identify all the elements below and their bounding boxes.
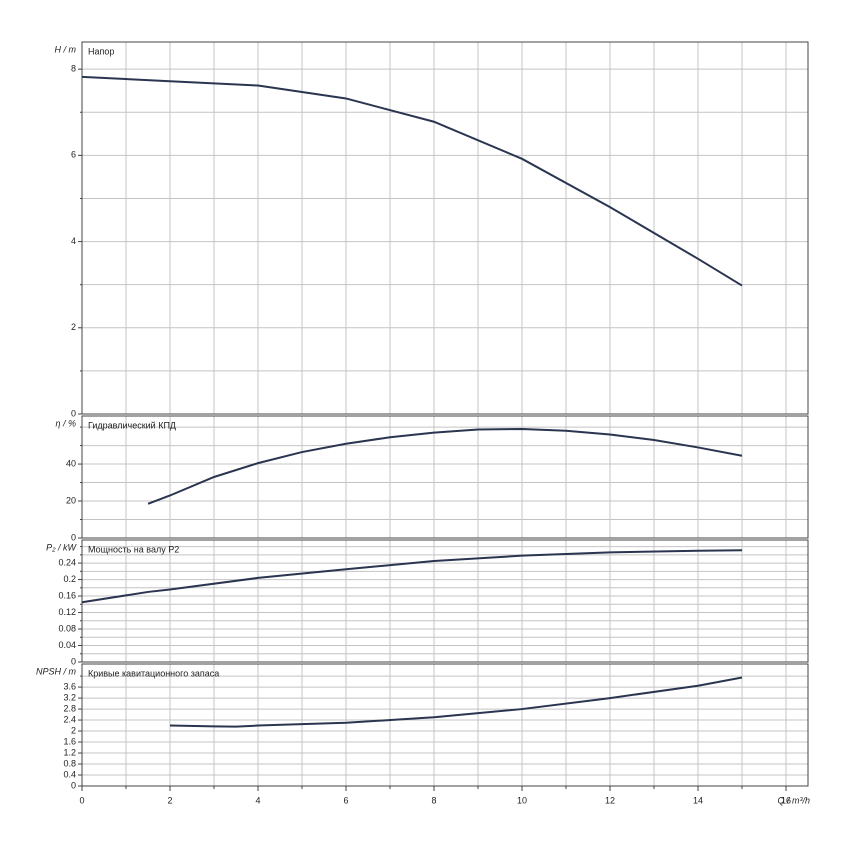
- panel-title: Напор: [88, 46, 114, 56]
- y-tick-label: 0.04: [58, 640, 76, 650]
- y-axis-label: NPSH / m: [36, 666, 77, 676]
- curve: [81, 549, 743, 604]
- y-tick-label: 2.8: [63, 703, 76, 713]
- y-tick-label: 2: [71, 725, 76, 735]
- y-tick-label: 0: [71, 408, 76, 418]
- x-tick-label: 0: [79, 795, 84, 805]
- panel-frame: [81, 539, 809, 663]
- x-tick-label: 8: [431, 795, 436, 805]
- y-tick-label: 2.4: [63, 714, 76, 724]
- x-tick-label: 16: [781, 795, 791, 805]
- y-tick-label: 4: [71, 236, 76, 246]
- y-tick-label: 1.6: [63, 736, 76, 746]
- y-tick-label: 2: [71, 322, 76, 332]
- curve: [169, 676, 743, 728]
- y-tick-label: 0: [71, 532, 76, 542]
- y-axis-label: η / %: [55, 418, 76, 428]
- y-tick-label: 0.8: [63, 758, 76, 768]
- panel-title: Мощность на валу P2: [88, 544, 179, 554]
- x-tick-label: 2: [167, 795, 172, 805]
- y-axis-label: H / m: [55, 44, 77, 54]
- y-tick-label: 40: [66, 458, 76, 468]
- y-tick-label: 0.16: [58, 590, 76, 600]
- x-tick-label: 6: [343, 795, 348, 805]
- panel-frame: [81, 663, 809, 787]
- curve: [81, 75, 743, 287]
- panel-frame: [81, 415, 809, 539]
- y-tick-label: 20: [66, 495, 76, 505]
- panel-frame: [81, 41, 809, 415]
- x-tick-label: 4: [255, 795, 260, 805]
- x-tick-label: 14: [693, 795, 703, 805]
- y-tick-label: 8: [71, 64, 76, 74]
- y-tick-label: 3.2: [63, 692, 76, 702]
- curve: [147, 427, 743, 505]
- y-tick-label: 6: [71, 150, 76, 160]
- y-tick-label: 0.12: [58, 607, 76, 617]
- y-tick-label: 1.2: [63, 747, 76, 757]
- y-tick-label: 0.4: [63, 769, 76, 779]
- x-axis-label: Q / m³/h: [777, 795, 810, 805]
- y-tick-label: 0.08: [58, 623, 76, 633]
- y-axis-label: P₂ / kW: [46, 542, 77, 552]
- y-tick-label: 0: [71, 780, 76, 790]
- panel-title: Гидравлический КПД: [88, 420, 176, 430]
- x-tick-label: 12: [605, 795, 615, 805]
- y-tick-label: 3.6: [63, 681, 76, 691]
- y-tick-label: 0: [71, 656, 76, 666]
- y-tick-label: 0.2: [63, 574, 76, 584]
- y-tick-label: 0.24: [58, 557, 76, 567]
- panel-title: Кривые кавитационного запаса: [88, 668, 219, 678]
- x-tick-label: 10: [517, 795, 527, 805]
